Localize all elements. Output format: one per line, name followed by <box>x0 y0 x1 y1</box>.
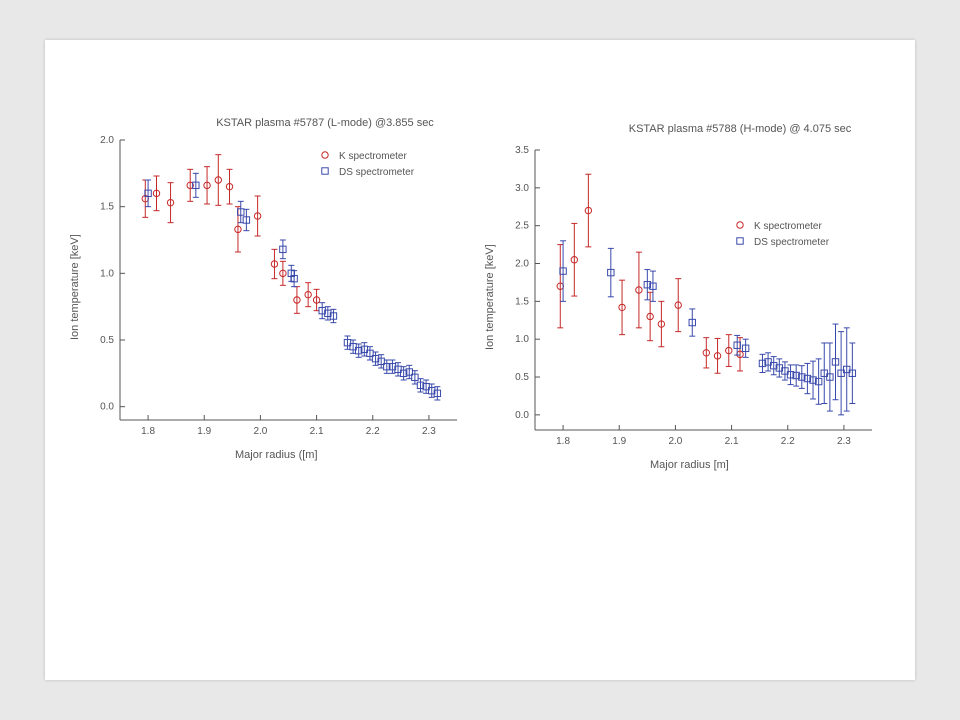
svg-text:1.0: 1.0 <box>515 334 529 345</box>
svg-text:1.8: 1.8 <box>141 426 155 437</box>
svg-text:DS spectrometer: DS spectrometer <box>339 167 415 178</box>
svg-text:2.2: 2.2 <box>781 436 795 447</box>
svg-text:1.8: 1.8 <box>556 436 570 447</box>
svg-text:0.5: 0.5 <box>100 335 114 346</box>
svg-text:2.0: 2.0 <box>253 426 267 437</box>
left-chart-svg: 1.8 1.9 2.0 2.1 2.2 2.3 0.0 0.5 1.0 1.5 2.0 K spect… <box>85 135 465 445</box>
svg-text:2.5: 2.5 <box>515 221 529 232</box>
svg-text:1.5: 1.5 <box>100 202 114 213</box>
right-title: KSTAR plasma #5788 (H-mode) @ 4.075 sec <box>580 123 900 135</box>
svg-text:2.2: 2.2 <box>366 426 380 437</box>
svg-text:0.0: 0.0 <box>515 410 529 421</box>
svg-text:1.5: 1.5 <box>515 296 529 307</box>
svg-text:K spectrometer: K spectrometer <box>339 151 407 162</box>
svg-text:2.1: 2.1 <box>310 426 324 437</box>
svg-text:2.0: 2.0 <box>515 259 529 270</box>
svg-text:2.3: 2.3 <box>422 426 436 437</box>
left-title: KSTAR plasma #5787 (L-mode) @3.855 sec <box>165 117 485 129</box>
svg-text:1.9: 1.9 <box>612 436 626 447</box>
svg-text:2.0: 2.0 <box>100 135 114 146</box>
left-ylabel: Ion temperature [keV] <box>69 220 81 340</box>
svg-text:3.5: 3.5 <box>515 145 529 156</box>
svg-text:DS spectrometer: DS spectrometer <box>754 237 830 248</box>
right-chart-svg: 1.8 1.9 2.0 2.1 2.2 2.3 0.0 0.5 1.0 1.5 2.0 2.5 3.0 3… <box>500 145 880 455</box>
right-ylabel: Ion temperature [keV] <box>484 230 496 350</box>
svg-text:2.3: 2.3 <box>837 436 851 447</box>
right-xlabel: Major radius [m] <box>650 459 729 471</box>
svg-text:2.1: 2.1 <box>725 436 739 447</box>
svg-text:3.0: 3.0 <box>515 183 529 194</box>
left-xlabel: Major radius ([m] <box>235 449 318 461</box>
right-panel: KSTAR plasma #5788 (H-mode) @ 4.075 sec … <box>500 145 880 485</box>
svg-text:0.5: 0.5 <box>515 372 529 383</box>
svg-text:K spectrometer: K spectrometer <box>754 221 822 232</box>
svg-text:1.0: 1.0 <box>100 268 114 279</box>
figure-sheet: KSTAR plasma #5787 (L-mode) @3.855 sec I… <box>45 40 915 680</box>
svg-text:1.9: 1.9 <box>197 426 211 437</box>
left-panel: KSTAR plasma #5787 (L-mode) @3.855 sec I… <box>85 135 465 475</box>
svg-text:0.0: 0.0 <box>100 402 114 413</box>
svg-text:2.0: 2.0 <box>668 436 682 447</box>
